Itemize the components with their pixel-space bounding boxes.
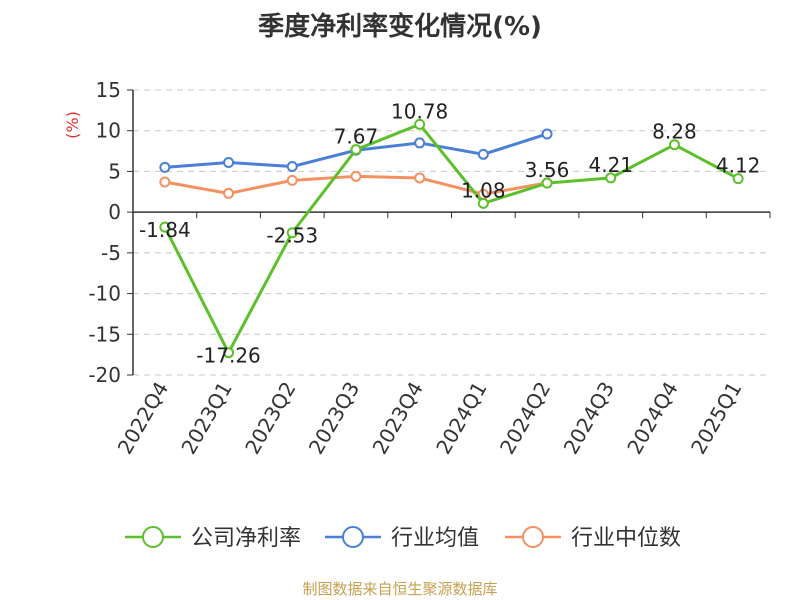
legend-swatch-marker	[142, 526, 164, 548]
data-label: 8.28	[652, 120, 697, 144]
data-point	[223, 347, 235, 359]
x-tick-label: 2024Q2	[495, 378, 555, 459]
data-point	[414, 172, 426, 184]
data-label: -2.53	[266, 224, 318, 248]
data-point	[286, 174, 298, 186]
data-point	[350, 144, 362, 156]
y-tick-label: 5	[108, 159, 121, 183]
chart-title: 季度净利率变化情况(%)	[258, 12, 542, 42]
data-point	[286, 227, 298, 239]
y-tick-label: -20	[88, 363, 121, 387]
x-tick-label: 2023Q3	[304, 378, 364, 459]
x-tick-label: 2023Q1	[176, 378, 236, 459]
data-point	[414, 137, 426, 149]
legend-swatch-marker	[342, 526, 364, 548]
data-point	[732, 173, 744, 185]
data-label: 10.78	[391, 99, 448, 123]
data-label: -17.26	[196, 344, 260, 368]
data-point	[477, 148, 489, 160]
y-axis-unit-label: (%)	[63, 111, 82, 139]
data-point	[477, 197, 489, 209]
data-point	[223, 156, 235, 168]
data-point	[668, 139, 680, 151]
data-label: -1.84	[139, 218, 191, 242]
x-tick-label: 2024Q1	[431, 377, 491, 458]
legend-label: 行业均值	[391, 526, 479, 551]
data-point	[159, 161, 171, 173]
source-note: 制图数据来自恒生聚源数据库	[302, 580, 498, 598]
data-point	[541, 128, 553, 140]
x-tick-label: 2024Q4	[622, 378, 682, 459]
x-tick-label: 2025Q1	[686, 378, 746, 459]
data-point	[286, 161, 298, 173]
data-point	[541, 177, 553, 189]
legend-swatch-marker	[522, 526, 544, 548]
y-tick-label: 15	[96, 78, 121, 102]
legend-label: 行业中位数	[571, 526, 681, 551]
data-label: 4.21	[588, 153, 633, 177]
data-label: 4.12	[716, 154, 761, 178]
data-point	[223, 187, 235, 199]
data-label: 3.56	[525, 158, 570, 182]
y-tick-label: -5	[101, 241, 121, 265]
data-point	[414, 118, 426, 130]
x-tick-label: 2022Q4	[113, 378, 173, 459]
y-tick-label: 0	[108, 200, 121, 224]
y-tick-label: -15	[88, 322, 121, 346]
data-label: 1.08	[461, 178, 506, 202]
data-point	[605, 172, 617, 184]
legend-label: 公司净利率	[191, 526, 301, 551]
data-point	[350, 170, 362, 182]
y-tick-label: 10	[96, 119, 121, 143]
data-point	[159, 176, 171, 188]
data-label: 7.67	[334, 125, 379, 149]
data-point	[159, 221, 171, 233]
x-tick-label: 2023Q2	[240, 378, 300, 459]
series-line	[163, 122, 739, 355]
y-tick-label: -10	[88, 282, 121, 306]
x-tick-label: 2024Q3	[559, 378, 619, 459]
x-tick-label: 2023Q4	[368, 378, 428, 459]
